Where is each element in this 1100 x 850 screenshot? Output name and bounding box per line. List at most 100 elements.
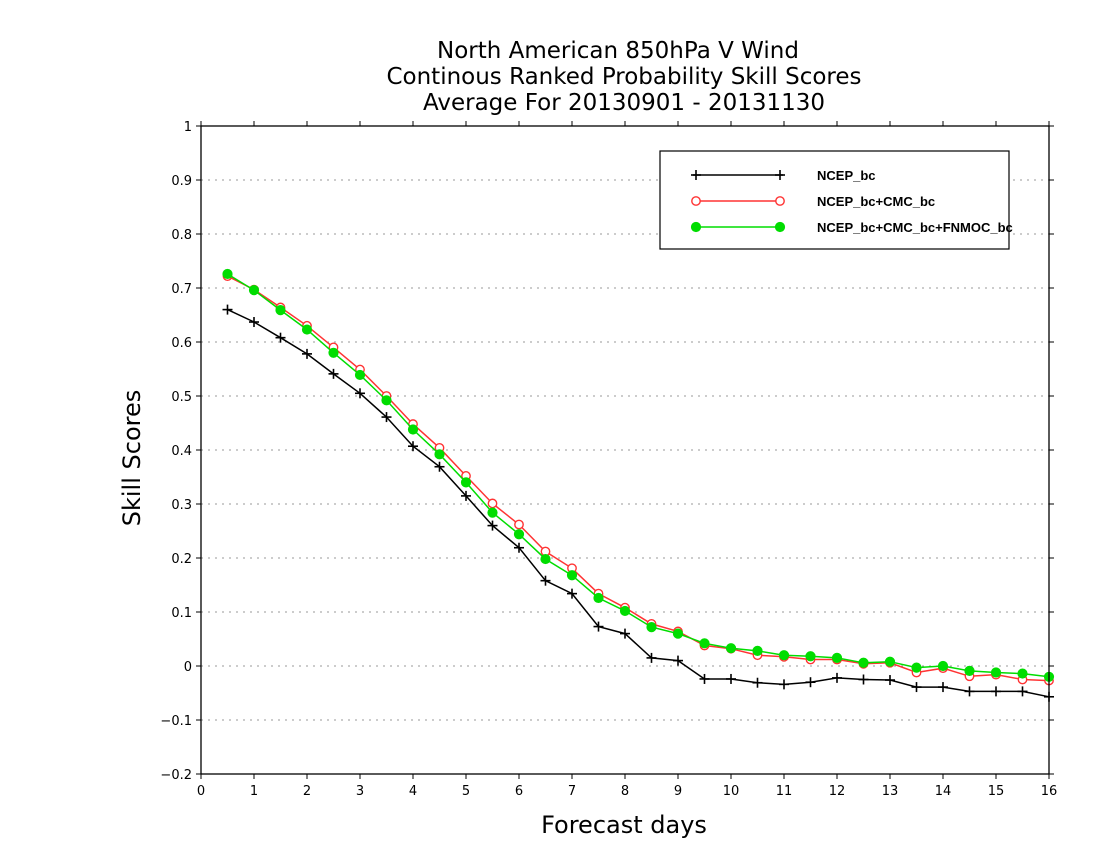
data-point-plus — [567, 588, 577, 599]
data-point-open-circle — [487, 498, 498, 509]
y-tick-label: 0.9 — [171, 174, 192, 189]
y-tick-label: 0.6 — [171, 336, 192, 351]
data-point-filled-circle — [672, 628, 684, 639]
data-point-plus — [593, 621, 604, 632]
series-line — [227, 308, 1050, 698]
data-point-plus — [775, 170, 785, 180]
y-tick-label: 0.1 — [171, 606, 192, 621]
data-point-plus — [461, 490, 471, 501]
data-point-plus — [991, 686, 1001, 697]
data-point-filled-circle — [487, 507, 498, 518]
legend-label: NCEP_bc+CMC_bc+FNMOC_bc — [817, 220, 1013, 235]
data-point-plus — [699, 673, 710, 684]
data-point-open-circle — [514, 519, 524, 530]
legend-item-2: NCEP_bc+CMC_bc+FNMOC_bc — [690, 220, 1013, 235]
y-tick-label: 0 — [184, 660, 192, 675]
x-tick-label: 8 — [621, 784, 629, 799]
data-point-plus — [646, 652, 657, 663]
y-tick-label: 0.7 — [171, 282, 192, 297]
x-tick-label: 14 — [935, 784, 952, 799]
data-point-filled-circle — [646, 622, 657, 633]
data-point-plus — [408, 441, 418, 452]
axis-ticks: −0.2−0.100.10.20.30.40.50.60.70.80.910 1 2… — [160, 120, 1057, 799]
data-point-filled-circle — [752, 645, 763, 656]
data-point-plus — [911, 682, 922, 693]
data-point-filled-circle — [725, 643, 737, 654]
y-tick-label: 1 — [184, 120, 192, 135]
data-point-plus — [514, 542, 524, 553]
x-tick-label: 5 — [462, 784, 470, 799]
x-tick-label: 13 — [882, 784, 899, 799]
x-tick-label: 10 — [723, 784, 740, 799]
data-point-filled-circle — [248, 285, 260, 296]
data-point-plus — [858, 674, 869, 685]
x-tick-label: 0 — [197, 784, 205, 799]
x-tick-label: 3 — [356, 784, 364, 799]
y-tick-label: 0.5 — [171, 390, 192, 405]
data-point-plus — [964, 686, 975, 697]
x-tick-label: 15 — [988, 784, 1005, 799]
data-point-plus — [673, 655, 683, 666]
data-point-plus — [434, 461, 445, 472]
data-point-plus — [752, 677, 763, 688]
data-point-plus — [938, 682, 948, 693]
data-point-filled-circle — [831, 652, 843, 664]
data-point-plus — [222, 304, 233, 315]
data-point-filled-circle — [593, 592, 604, 604]
data-point-plus — [381, 412, 392, 423]
series-layer — [222, 268, 1055, 702]
data-point-plus — [885, 675, 895, 686]
y-tick-label: 0.8 — [171, 228, 192, 243]
data-point-filled-circle — [540, 553, 551, 565]
y-axis-label: Skill Scores — [118, 390, 146, 527]
data-point-plus — [355, 388, 365, 399]
chart-title-line-2: Continous Ranked Probability Skill Score… — [386, 64, 861, 90]
data-point-filled-circle — [513, 529, 525, 540]
gridlines — [201, 179, 1049, 721]
series-line — [227, 275, 1050, 682]
data-point-filled-circle — [858, 657, 869, 668]
data-point-plus — [328, 368, 339, 379]
data-point-plus — [779, 679, 789, 690]
x-tick-label: 12 — [829, 784, 846, 799]
data-point-filled-circle — [407, 424, 419, 435]
data-point-filled-circle — [990, 667, 1002, 678]
x-tick-label: 11 — [776, 784, 793, 799]
data-point-plus — [726, 673, 736, 684]
series-1 — [222, 271, 1054, 686]
x-tick-label: 16 — [1041, 784, 1058, 799]
series-2 — [222, 268, 1055, 682]
data-point-filled-circle — [566, 570, 578, 581]
legend-box — [659, 150, 1010, 250]
data-point-filled-circle — [354, 369, 366, 381]
x-tick-label: 4 — [409, 784, 417, 799]
data-point-plus — [249, 317, 259, 328]
data-point-plus — [540, 575, 551, 586]
data-point-plus — [805, 677, 816, 688]
data-point-filled-circle — [911, 662, 922, 673]
data-point-plus — [275, 332, 286, 343]
data-point-filled-circle — [301, 324, 313, 335]
data-point-plus — [691, 170, 701, 180]
data-point-filled-circle — [690, 221, 702, 233]
plot-frame — [200, 125, 1050, 775]
data-point-filled-circle — [964, 665, 975, 676]
data-point-open-circle — [775, 196, 785, 206]
legend-label: NCEP_bc+CMC_bc — [817, 194, 935, 209]
x-tick-label: 1 — [250, 784, 258, 799]
series-0 — [222, 304, 1054, 702]
data-point-filled-circle — [619, 605, 631, 617]
data-point-plus — [620, 628, 630, 639]
y-tick-label: 0.2 — [171, 552, 192, 567]
data-point-filled-circle — [937, 660, 949, 672]
data-point-plus — [487, 520, 498, 531]
legend: NCEP_bc NCEP_bc+CMC_bc NCEP_bc+CMC_bc+FNMO… — [659, 150, 1013, 250]
data-point-plus — [1017, 686, 1028, 697]
x-tick-label: 9 — [674, 784, 682, 799]
data-point-plus — [832, 672, 842, 683]
data-point-filled-circle — [805, 651, 816, 662]
data-point-filled-circle — [778, 650, 790, 661]
chart-title: North American 850hPa V Wind Continous R… — [386, 38, 861, 116]
legend-label: NCEP_bc — [817, 168, 876, 183]
